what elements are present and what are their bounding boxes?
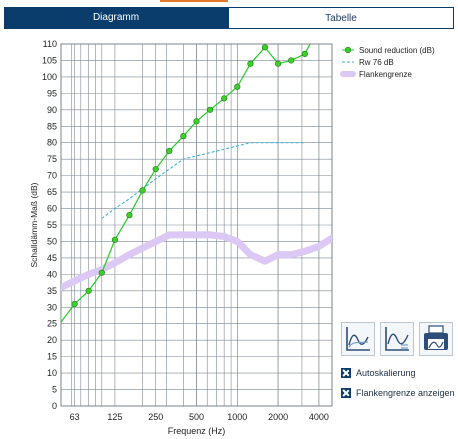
y-tick-label: 60	[47, 204, 57, 214]
legend-label-rw: Rw 76 dB	[359, 58, 394, 67]
sound-reduction-chart: 0 5 10 15 20 25 30 35 40 45 50 55 60 65 70 75 80 85 90 95 10…	[29, 39, 435, 436]
x-tick-label: 63	[70, 412, 80, 422]
series-sound-reduction-point	[247, 60, 254, 67]
x-tick-label: 250	[148, 412, 163, 422]
series-sound-reduction-point	[274, 60, 282, 67]
series-rw-line	[101, 142, 305, 219]
chart-view-1-icon	[346, 327, 370, 351]
series-sound-reduction-point	[111, 236, 119, 243]
x-tick-label: 500	[189, 412, 204, 422]
y-tick-label: 55	[47, 220, 57, 230]
series-sound-reduction-point	[166, 147, 173, 155]
series-sound-reduction-line	[61, 44, 311, 323]
series-sound-reduction-point	[207, 106, 214, 113]
y-tick-label: 0	[52, 401, 57, 411]
series-sound-reduction-point	[180, 133, 187, 140]
x-tick-label: 125	[107, 412, 122, 422]
series-sound-reduction-point	[288, 57, 295, 64]
series-sound-reduction-point	[261, 44, 269, 51]
y-tick-label: 80	[47, 138, 57, 148]
y-tick-label: 20	[47, 335, 57, 345]
show-flank-option[interactable]: Flankengrenze anzeigen	[341, 386, 455, 400]
x-tick-label: 1000	[227, 412, 247, 422]
series-sound-reduction-point	[71, 300, 78, 308]
tab-accent-line	[160, 0, 228, 2]
legend-label-flankengrenze: Flankengrenze	[359, 70, 412, 79]
y-tick-label: 85	[47, 121, 57, 131]
y-tick-label: 95	[47, 88, 57, 98]
chart-axes: 0 5 10 15 20 25 30 35 40 45 50 55 60 65 70 75 80 85 90 95 10…	[29, 39, 329, 436]
y-tick-label: 50	[47, 236, 57, 246]
y-tick-label: 25	[47, 319, 57, 329]
y-axis-title: Schalldämm-Maß (dB)	[29, 182, 39, 267]
chart-series	[61, 44, 332, 323]
series-sound-reduction-point	[139, 187, 146, 194]
series-sound-reduction-point	[126, 212, 133, 219]
series-sound-reduction-point	[98, 269, 105, 276]
print-chart-button[interactable]	[419, 322, 453, 356]
tab-diagramm[interactable]: Diagramm	[4, 7, 228, 29]
y-tick-label: 15	[47, 352, 57, 362]
chart-view-2-icon	[385, 327, 409, 351]
autoscale-label: Autoskalierung	[356, 368, 416, 378]
legend-label-sound-reduction: Sound reduction (dB)	[359, 46, 435, 55]
series-sound-reduction-point	[221, 95, 228, 102]
x-axis-title: Frequenz (Hz)	[168, 426, 226, 436]
series-sound-reduction-point	[301, 50, 308, 57]
chart-view-2-button[interactable]	[380, 322, 414, 356]
y-tick-label: 75	[47, 154, 57, 164]
y-tick-label: 90	[47, 105, 57, 115]
show-flank-label: Flankengrenze anzeigen	[356, 388, 455, 398]
plot-frame	[60, 43, 333, 407]
x-tick-label: 4000	[309, 412, 329, 422]
y-tick-label: 10	[47, 368, 57, 378]
plot-clip-group	[61, 44, 332, 323]
chart-view-1-button[interactable]	[341, 322, 375, 356]
y-tick-label: 105	[42, 55, 57, 65]
y-tick-label: 70	[47, 171, 57, 181]
y-tick-label: 45	[47, 253, 57, 263]
chart-grid	[60, 43, 333, 407]
y-tick-label: 35	[47, 286, 57, 296]
y-tick-label: 100	[42, 72, 57, 82]
y-tick-label: 40	[47, 269, 57, 279]
y-tick-label: 5	[52, 385, 57, 395]
series-sound-reduction-point	[152, 165, 159, 173]
series-sound-reduction-point	[85, 287, 92, 294]
series-sound-reduction-point	[193, 118, 200, 125]
y-tick-label: 65	[47, 187, 57, 197]
series-flankengrenze-line	[61, 231, 332, 292]
show-flank-checkbox[interactable]	[341, 388, 351, 398]
print-chart-icon	[424, 325, 448, 350]
tab-tabelle[interactable]: Tabelle	[228, 7, 454, 29]
chart-legend: Sound reduction (dB) Rw 76 dB Flankengrenz…	[340, 46, 435, 79]
y-tick-label: 30	[47, 302, 57, 312]
y-tick-label: 110	[43, 39, 57, 49]
series-sound-reduction-point	[234, 83, 241, 90]
autoscale-checkbox[interactable]	[341, 368, 351, 378]
autoscale-option[interactable]: Autoskalierung	[341, 366, 416, 380]
x-tick-label: 2000	[268, 412, 288, 422]
tab-bar: Diagramm Tabelle	[0, 0, 458, 36]
